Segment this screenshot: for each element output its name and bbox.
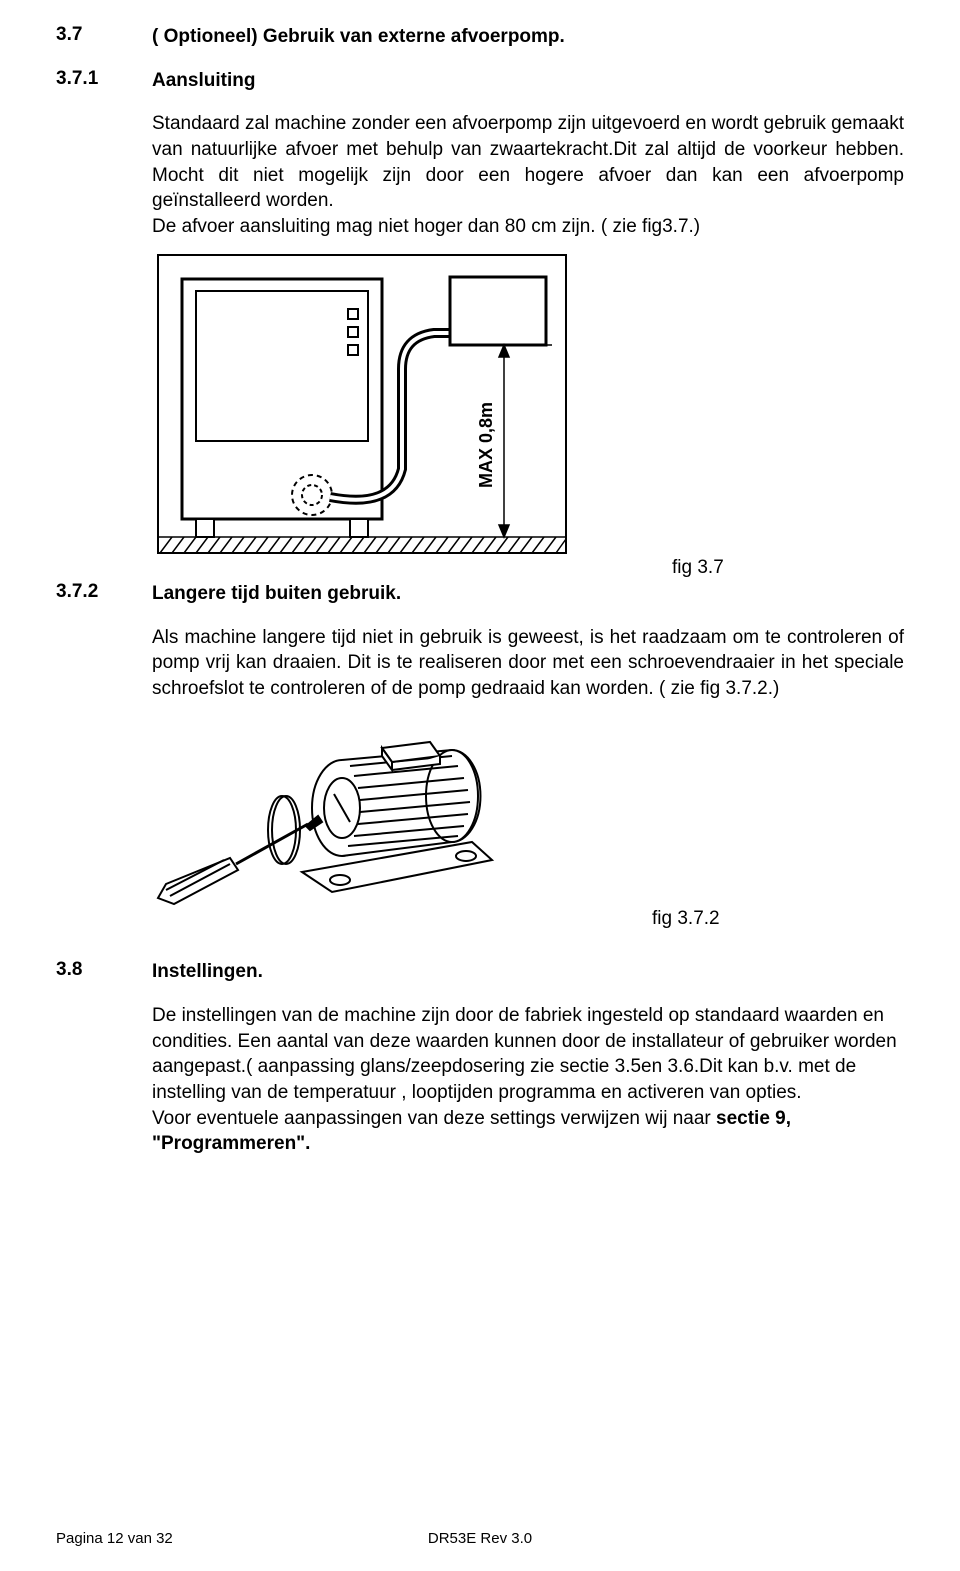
paragraph-3-7-1-a: Standaard zal machine zonder een afvoerp… <box>152 111 904 214</box>
section-number-3-7-2: 3.7.2 <box>56 581 152 603</box>
fig37-dimension-label: MAX 0,8m <box>476 402 496 488</box>
section-number-3-7: 3.7 <box>56 24 152 46</box>
figure-3-7-2 <box>152 712 904 912</box>
figure-3-7-2-caption: fig 3.7.2 <box>152 906 904 932</box>
paragraph-3-8-b: Voor eventuele aanpassingen van deze set… <box>152 1106 904 1157</box>
figure-3-7-caption: fig 3.7 <box>152 555 904 581</box>
paragraph-3-8-a: De instellingen van de machine zijn door… <box>152 1003 904 1106</box>
paragraph-3-7-1-b: De afvoer aansluiting mag niet hoger dan… <box>152 214 904 240</box>
paragraph-3-7-2: Als machine langere tijd niet in gebruik… <box>152 625 904 702</box>
section-title-3-7-2: Langere tijd buiten gebruik. <box>152 581 904 607</box>
paragraph-3-8-b-pre: Voor eventuele aanpassingen van deze set… <box>152 1108 716 1129</box>
section-title-3-7: ( Optioneel) Gebruik van externe afvoerp… <box>152 24 904 50</box>
figure-3-7: MAX 0,8m <box>152 249 904 559</box>
section-title-3-7-1: Aansluiting <box>152 68 904 94</box>
section-title-3-8: Instellingen. <box>152 959 904 985</box>
footer-center: DR53E Rev 3.0 <box>56 1530 904 1547</box>
section-number-3-7-1: 3.7.1 <box>56 68 152 90</box>
section-number-3-8: 3.8 <box>56 959 152 981</box>
